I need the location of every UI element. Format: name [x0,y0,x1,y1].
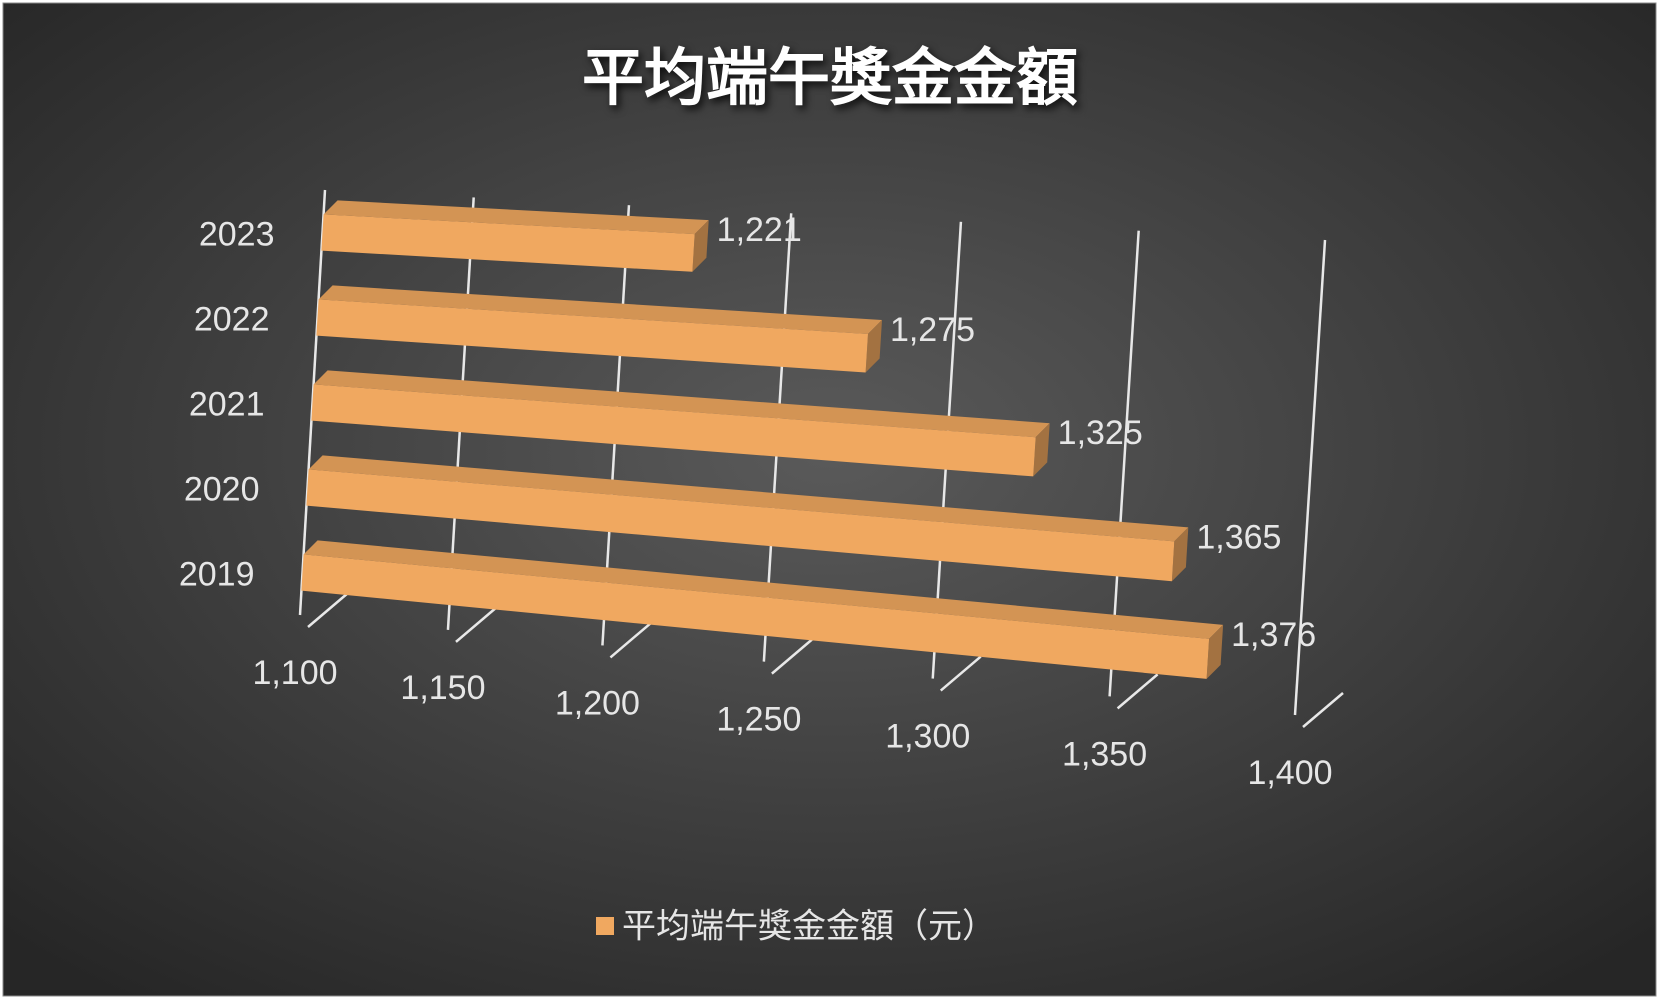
bar [306,469,1175,582]
chart-title: 平均端午獎金金額 [582,41,1078,114]
bar-top [303,540,1224,639]
x-tick-label: 1,250 [716,701,801,739]
y-tick-label: 2020 [184,470,260,508]
bar-end [1033,423,1050,477]
x-tick-label: 1,100 [252,654,337,692]
bar-end [1206,624,1224,679]
value-label: 1,365 [1196,518,1281,556]
tick-mark [939,655,982,692]
bar [316,299,868,373]
y-tick-label: 2019 [179,555,255,593]
tick-mark [307,592,349,628]
bar-top [308,455,1189,542]
bar-top [323,200,709,235]
tick-mark [1116,673,1159,710]
value-label: 1,376 [1231,616,1316,654]
bar-top [318,285,883,334]
x-tick-label: 1,200 [555,684,640,722]
value-label: 1,221 [717,211,802,249]
legend-text: 平均端午獎金金額（元） [622,907,996,947]
x-tick-label: 1,300 [885,718,970,756]
tick-mark [609,622,652,659]
bar [311,384,1036,477]
tick-mark [1302,692,1344,728]
grid-line [1293,239,1327,716]
legend-swatch [596,917,614,935]
x-tick-label: 1,150 [400,669,485,707]
x-tick-label: 1,400 [1247,754,1332,792]
y-tick-label: 2021 [189,385,265,423]
bar-end [1171,527,1189,582]
tick-mark [455,606,497,643]
y-tick-label: 2023 [199,215,275,253]
bar-end [865,320,882,373]
y-tick-label: 2022 [194,300,270,338]
bar [301,554,1210,679]
x-tick-label: 1,350 [1062,735,1147,773]
value-label: 1,275 [890,311,975,349]
bar-end [692,220,709,272]
tick-mark [771,638,813,675]
value-label: 1,325 [1058,414,1143,452]
bar [321,214,695,272]
bar-top [313,370,1050,438]
